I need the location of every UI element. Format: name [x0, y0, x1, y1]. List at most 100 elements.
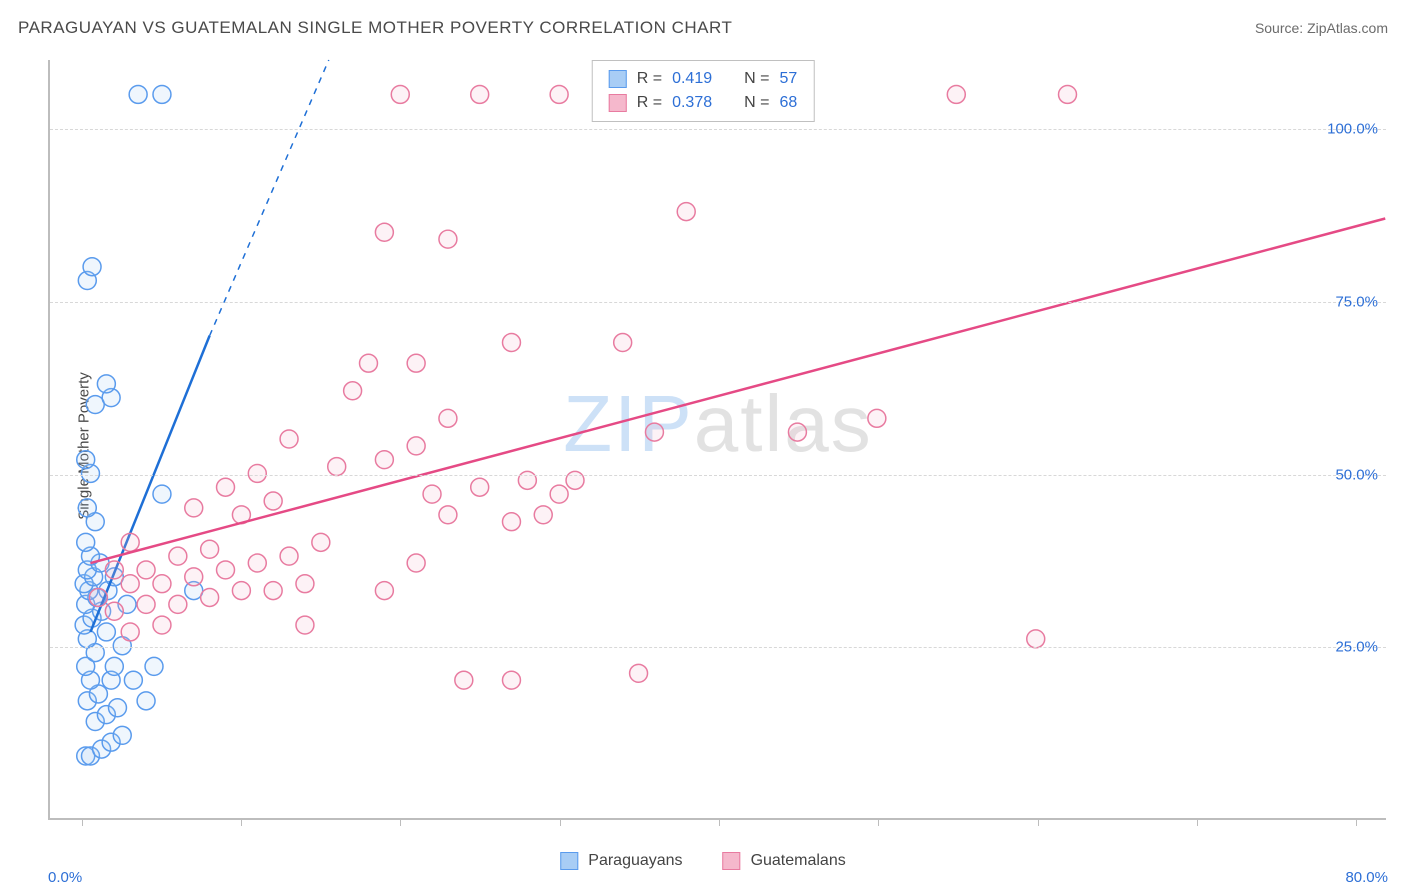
x-axis-tick: [82, 818, 83, 826]
data-point: [328, 458, 346, 476]
data-point: [137, 692, 155, 710]
stat-n-label: N =: [744, 67, 769, 91]
data-point: [1027, 630, 1045, 648]
gridline: [50, 302, 1386, 303]
data-point: [232, 582, 250, 600]
stats-row: R =0.378N =68: [609, 91, 798, 115]
legend-swatch: [560, 852, 578, 870]
data-point: [78, 499, 96, 517]
stat-r-value: 0.378: [672, 91, 712, 115]
data-point: [201, 589, 219, 607]
data-point: [645, 423, 663, 441]
data-point: [788, 423, 806, 441]
x-axis-tick: [560, 818, 561, 826]
data-point: [248, 464, 266, 482]
data-point: [83, 258, 101, 276]
legend-swatch: [609, 94, 627, 112]
data-point: [407, 437, 425, 455]
data-point: [502, 334, 520, 352]
legend-item: Guatemalans: [723, 852, 846, 870]
gridline: [50, 647, 1386, 648]
data-point: [296, 575, 314, 593]
data-point: [201, 540, 219, 558]
data-point: [502, 671, 520, 689]
data-point: [129, 85, 147, 103]
data-point: [77, 451, 95, 469]
y-axis-tick-label: 100.0%: [1327, 121, 1378, 138]
chart-title: PARAGUAYAN VS GUATEMALAN SINGLE MOTHER P…: [18, 18, 732, 38]
x-axis-tick: [1356, 818, 1357, 826]
x-axis-tick: [400, 818, 401, 826]
legend-swatch: [609, 70, 627, 88]
data-point: [550, 485, 568, 503]
data-point: [113, 726, 131, 744]
trend-line: [90, 218, 1385, 563]
data-point: [105, 561, 123, 579]
plot-area: ZIPatlas 25.0%50.0%75.0%100.0%: [48, 60, 1386, 820]
y-axis-tick-label: 75.0%: [1335, 293, 1378, 310]
data-point: [296, 616, 314, 634]
legend-label: Paraguayans: [588, 852, 682, 870]
data-point: [153, 485, 171, 503]
data-point: [375, 223, 393, 241]
data-point: [77, 533, 95, 551]
data-point: [630, 664, 648, 682]
data-point: [423, 485, 441, 503]
data-point: [407, 354, 425, 372]
data-point: [439, 230, 457, 248]
data-point: [868, 409, 886, 427]
data-point: [145, 657, 163, 675]
data-point: [97, 623, 115, 641]
data-point: [121, 575, 139, 593]
data-point: [677, 203, 695, 221]
data-point: [185, 568, 203, 586]
data-point: [153, 616, 171, 634]
data-point: [534, 506, 552, 524]
stat-n-value: 57: [779, 67, 797, 91]
data-point: [137, 561, 155, 579]
data-point: [471, 85, 489, 103]
data-point: [105, 602, 123, 620]
stat-r-label: R =: [637, 67, 662, 91]
data-point: [169, 547, 187, 565]
data-point: [89, 589, 107, 607]
header: PARAGUAYAN VS GUATEMALAN SINGLE MOTHER P…: [18, 18, 1388, 38]
y-axis-tick-label: 25.0%: [1335, 639, 1378, 656]
source-attribution: Source: ZipAtlas.com: [1255, 20, 1388, 36]
data-point: [97, 375, 115, 393]
x-axis-tick: [719, 818, 720, 826]
data-point: [153, 575, 171, 593]
data-point: [121, 623, 139, 641]
data-point: [391, 85, 409, 103]
data-point: [169, 595, 187, 613]
legend-label: Guatemalans: [751, 852, 846, 870]
data-point: [375, 451, 393, 469]
data-point: [137, 595, 155, 613]
stat-n-value: 68: [779, 91, 797, 115]
data-point: [109, 699, 127, 717]
data-point: [375, 582, 393, 600]
data-point: [360, 354, 378, 372]
x-axis-label-min: 0.0%: [48, 869, 82, 886]
legend-swatch: [723, 852, 741, 870]
data-point: [124, 671, 142, 689]
data-point: [439, 506, 457, 524]
data-point: [248, 554, 266, 572]
gridline: [50, 475, 1386, 476]
data-point: [264, 582, 282, 600]
data-point: [185, 499, 203, 517]
legend-item: Paraguayans: [560, 852, 682, 870]
data-point: [312, 533, 330, 551]
data-point: [614, 334, 632, 352]
trend-line-extrapolated: [210, 60, 329, 336]
y-axis-tick-label: 50.0%: [1335, 466, 1378, 483]
stat-n-label: N =: [744, 91, 769, 115]
data-point: [105, 657, 123, 675]
data-point: [280, 430, 298, 448]
stat-r-value: 0.419: [672, 67, 712, 91]
data-point: [217, 478, 235, 496]
data-point: [947, 85, 965, 103]
data-point: [344, 382, 362, 400]
x-axis-tick: [1038, 818, 1039, 826]
stats-legend-box: R =0.419N =57R =0.378N =68: [592, 60, 815, 122]
